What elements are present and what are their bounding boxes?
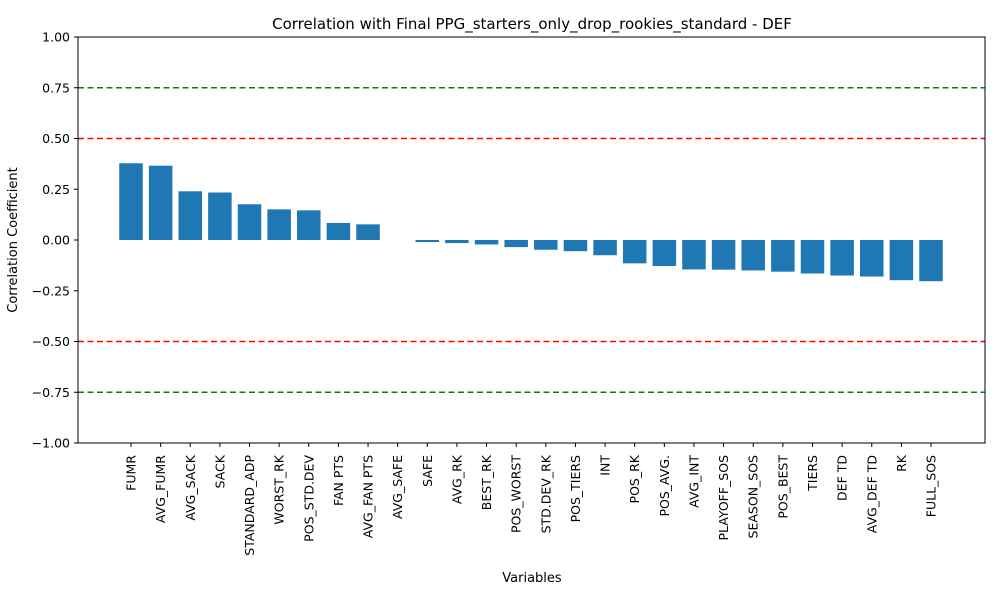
x-tick-label: FAN PTS — [331, 455, 346, 506]
bar — [563, 240, 588, 252]
y-tick-label: 0.00 — [42, 233, 70, 248]
x-tick-label: AVG_DEF TD — [864, 455, 879, 533]
y-tick-label: −0.75 — [32, 385, 70, 400]
bar — [148, 165, 173, 240]
x-tick-label: POS_WORST — [509, 455, 524, 533]
bar — [237, 204, 262, 240]
bar — [267, 209, 291, 240]
bar — [741, 240, 765, 271]
bar — [622, 240, 647, 264]
x-tick-label: AVG_FUMR — [153, 455, 168, 523]
y-axis-label: Correlation Coefficient — [6, 167, 21, 313]
y-tick-label: 0.25 — [42, 182, 70, 197]
x-tick-label: INT — [598, 455, 613, 476]
y-tick-label: 1.00 — [42, 30, 70, 45]
bar — [119, 163, 143, 240]
bar — [297, 210, 321, 240]
x-tick-label: FUMR — [124, 455, 139, 491]
bar — [326, 222, 351, 240]
x-tick-label: POS_TIERS — [568, 455, 583, 522]
y-tick-label: −0.25 — [32, 283, 70, 298]
bar — [534, 240, 558, 250]
x-tick-label: SAFE — [420, 455, 435, 487]
x-tick-label: AVG_INT — [686, 455, 701, 508]
bar — [652, 240, 677, 266]
y-tick-label: −1.00 — [32, 436, 70, 451]
x-tick-label: POS_BEST — [775, 455, 790, 519]
x-tick-label: AVG_FAN PTS — [361, 455, 376, 538]
bar — [415, 240, 440, 243]
y-tick-label: −0.50 — [32, 334, 70, 349]
y-tick-label: 0.75 — [42, 80, 70, 95]
bar — [208, 192, 232, 240]
x-tick-label: STD.DEV_RK — [538, 454, 553, 533]
bar — [830, 240, 854, 276]
plot-area: −1.00 −0.75 −0.50 −0.25 0.00 0.25 0.50 0.75 1.00… — [32, 30, 986, 556]
bar — [682, 240, 706, 270]
y-tick-label: 0.50 — [42, 131, 70, 146]
x-tick-label: RK — [894, 454, 909, 472]
x-tick-label: TIERS — [805, 455, 820, 492]
x-tick-label: AVG_RK — [449, 454, 464, 504]
x-axis-label: Variables — [502, 571, 562, 586]
bar — [178, 191, 203, 240]
bar — [771, 240, 795, 272]
x-tick-label: PLAYOFF_SOS — [716, 455, 731, 541]
bar — [356, 224, 380, 240]
x-tick-label: POS_STD.DEV — [301, 455, 316, 542]
x-tick-label: FULL_SOS — [924, 455, 939, 517]
bar — [800, 240, 825, 274]
chart-title: Correlation with Final PPG_starters_only… — [272, 15, 792, 34]
x-tick-label: AVG_SACK — [183, 454, 198, 520]
x-tick-label: SEASON_SOS — [746, 455, 761, 539]
x-tick-label: STANDARD_ADP — [242, 455, 257, 556]
bar — [474, 240, 499, 245]
x-tick-label: DEF TD — [835, 455, 850, 501]
x-tick-label: AVG_SAFE — [390, 455, 405, 519]
bar — [504, 240, 528, 248]
bar — [860, 240, 884, 277]
bar — [889, 240, 914, 281]
x-tick-label: WORST_RK — [272, 454, 287, 524]
x-tick-label: BEST_RK — [479, 454, 494, 510]
bar — [919, 240, 943, 282]
bar — [711, 240, 736, 270]
bar — [445, 240, 469, 244]
x-tick-label: POS_AVG. — [657, 455, 672, 517]
x-tick-label: POS_RK — [627, 454, 642, 503]
x-tick-label: SACK — [212, 454, 227, 488]
bar — [593, 240, 617, 256]
